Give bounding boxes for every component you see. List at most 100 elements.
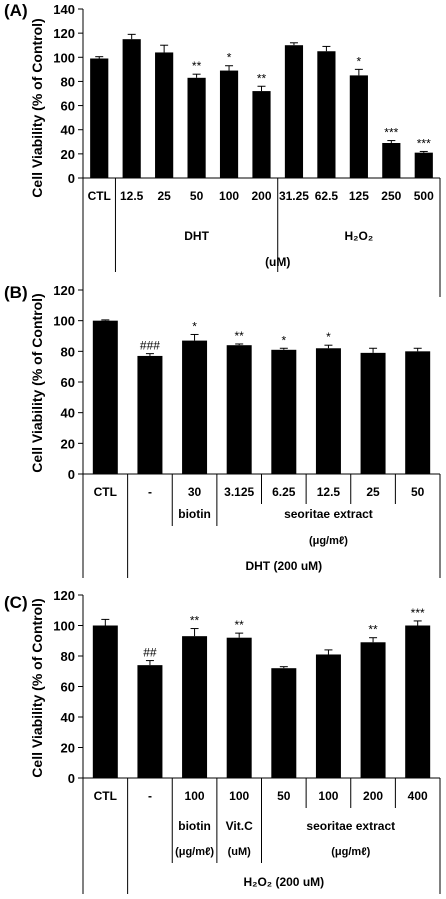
- panel-a-bar: [349, 75, 368, 178]
- panel-b-bar: [360, 352, 386, 474]
- panel-c-significance-marker: **: [368, 623, 378, 637]
- panel-a-category-label: 50: [190, 189, 204, 203]
- panel-c-bar: [92, 625, 118, 778]
- panel-a-bar: [155, 52, 174, 179]
- panel-c-y-tick-label: 20: [61, 741, 75, 756]
- panel-b-sublabel: seoritae extract: [284, 507, 373, 521]
- panel-a-bar: [414, 152, 433, 178]
- panel-c-y-tick-label: 40: [61, 710, 75, 725]
- panel-b-y-tick-label: 0: [68, 467, 75, 482]
- panel-a-category-label: 31.25: [279, 189, 309, 203]
- panel-a-category-label: 500: [414, 189, 434, 203]
- panel-b-significance-marker: *: [326, 330, 331, 344]
- panel-a-bar: [284, 45, 304, 178]
- panel-b-category-label: -: [148, 485, 152, 499]
- panel-b-y-tick-label: 20: [61, 436, 75, 451]
- panel-c-category-label: 100: [185, 789, 205, 803]
- panel-c-bar: [137, 665, 163, 778]
- panel-b-bar: [137, 355, 163, 474]
- panel-a-y-tick-label: 80: [61, 74, 75, 89]
- panel-b-y-tick-label: 80: [61, 344, 75, 359]
- panel-a-significance-marker: **: [192, 59, 202, 73]
- panel-b-category-label: 25: [366, 485, 380, 499]
- panel-a-y-tick-label: 120: [53, 26, 75, 41]
- panel-b-category-label: CTL: [94, 485, 117, 499]
- panel-c-category-label: 100: [229, 789, 249, 803]
- panel-a-category-label: CTL: [88, 189, 111, 203]
- panel-a-bar: [90, 58, 109, 178]
- panel-c-category-label: 400: [408, 789, 428, 803]
- panel-a-bar: [219, 70, 239, 178]
- panel-c-significance-marker: ***: [411, 606, 425, 620]
- panel-c-sublabel: Vit.C: [226, 819, 253, 833]
- panel-b-bar: [182, 340, 208, 474]
- panel-a-group-label: DHT: [184, 229, 209, 243]
- panel-c-y-tick-label: 120: [53, 588, 75, 603]
- panel-c-y-tick-label: 100: [53, 619, 75, 634]
- panel-a-label: (A): [4, 1, 28, 20]
- panel-b-significance-marker: **: [235, 329, 245, 343]
- panel-c-category-label: CTL: [94, 789, 117, 803]
- panel-c-sublabel: seoritae extract: [306, 819, 395, 833]
- panel-c-category-label: 50: [277, 789, 291, 803]
- panel-b-significance-marker: *: [192, 319, 197, 333]
- panel-a: (A) Cell Viability (% of Control) 0 20 40 6…: [4, 1, 441, 297]
- panel-a-category-label: 12.5: [120, 189, 144, 203]
- panel-b-y-tick-label: 60: [61, 375, 75, 390]
- panel-a-significance-marker: **: [257, 71, 267, 85]
- panel-c-treatment-label: H₂O₂ (200 uM): [243, 875, 324, 889]
- panel-c-y-tick-label: 0: [68, 771, 75, 786]
- panel-b-label: (B): [4, 283, 28, 302]
- panel-a-y-tick-label: 0: [68, 171, 75, 186]
- panel-a-category-label: 25: [157, 189, 171, 203]
- panel-b-bar: [226, 345, 252, 474]
- panel-a-category-label: 100: [219, 189, 239, 203]
- panel-a-significance-marker: *: [357, 54, 362, 68]
- panel-a-significance-marker: ***: [384, 126, 398, 140]
- panel-a-category-label: 125: [349, 189, 369, 203]
- panel-b-y-tick-label: 100: [53, 314, 75, 329]
- panel-a-y-tick-label: 60: [61, 99, 75, 114]
- panel-c-y-tick-label: 80: [61, 649, 75, 664]
- panel-b-treatment-label: DHT (200 uM): [245, 559, 322, 573]
- panel-a-bar: [252, 91, 271, 178]
- panel-b-significance-marker: *: [281, 333, 286, 347]
- panel-a-y-tick-label: 20: [61, 147, 75, 162]
- panel-c-bar: [182, 636, 208, 778]
- panel-c-sublabel-unit: (uM): [228, 846, 252, 858]
- panel-c-sublabel: biotin: [178, 819, 211, 833]
- panel-a-significance-marker: *: [227, 51, 232, 65]
- panel-c-sublabel-unit: (μg/mℓ): [175, 846, 214, 858]
- panel-a-y-tick-label: 140: [53, 2, 75, 17]
- panel-b-y-tick-label: 40: [61, 406, 75, 421]
- panel-c-y-tick-label: 60: [61, 680, 75, 695]
- panel-b-category-label: 6.25: [272, 485, 296, 499]
- panel-c-significance-marker: **: [190, 614, 200, 628]
- panel-a-bar: [382, 142, 401, 178]
- panel-a-y-tick-label: 100: [53, 50, 75, 65]
- panel-c-bar: [315, 654, 341, 778]
- panel-c-significance-marker: **: [235, 618, 245, 632]
- panel-b-bar: [92, 320, 118, 474]
- panel-b-category-label: 12.5: [317, 485, 341, 499]
- panel-c-category-label: 100: [318, 789, 338, 803]
- panel-c-bar: [271, 668, 297, 778]
- panel-c-bar: [226, 637, 252, 778]
- panel-b-category-label: 3.125: [224, 485, 254, 499]
- panel-a-significance-marker: ***: [417, 136, 431, 150]
- panel-c: (C) Cell Viability (% of Control) 0 20 40 6…: [4, 588, 441, 894]
- panel-b-unit-note: (μg/mℓ): [309, 535, 348, 547]
- panel-b-y-tick-label: 120: [53, 283, 75, 298]
- panel-a-category-label: 62.5: [315, 189, 339, 203]
- panel-b-significance-marker: ###: [140, 339, 160, 353]
- panel-c-significance-marker: ##: [143, 646, 157, 660]
- panel-a-bar: [187, 77, 206, 178]
- panel-c-category-label: 200: [363, 789, 383, 803]
- panel-c-bar: [405, 625, 431, 778]
- panel-b-sublabel: biotin: [178, 507, 211, 521]
- panel-a-group-label: H₂O₂: [345, 229, 374, 243]
- panel-a-bar: [122, 39, 141, 178]
- panel-b-category-label: 50: [411, 485, 425, 499]
- panel-b-bar: [405, 351, 431, 474]
